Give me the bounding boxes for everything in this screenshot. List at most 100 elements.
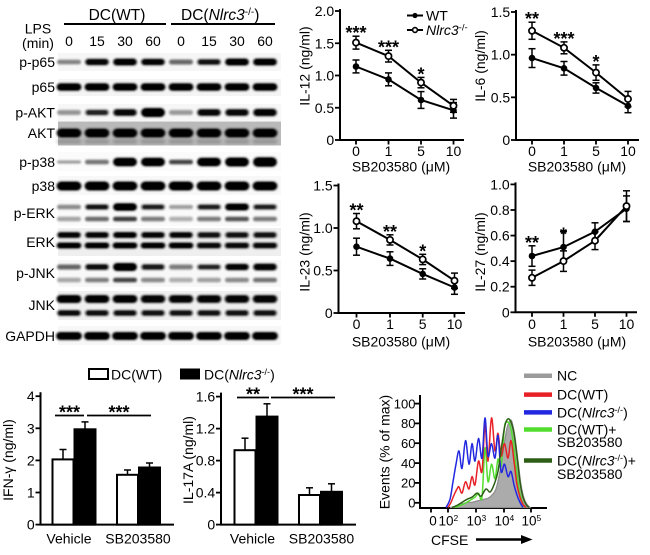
svg-text:5: 5 bbox=[419, 316, 427, 332]
svg-text:0.5: 0.5 bbox=[491, 89, 511, 105]
svg-text:0: 0 bbox=[326, 132, 334, 148]
svg-text:SB203580 (μM): SB203580 (μM) bbox=[528, 159, 626, 175]
svg-text:20: 20 bbox=[401, 476, 415, 491]
svg-text:*: * bbox=[417, 64, 424, 84]
svg-text:15: 15 bbox=[89, 33, 105, 49]
svg-text:0: 0 bbox=[408, 496, 415, 511]
svg-text:SB203580 (μM): SB203580 (μM) bbox=[352, 159, 450, 175]
svg-text:**: ** bbox=[349, 201, 363, 221]
svg-text:p-ERK: p-ERK bbox=[14, 205, 56, 221]
svg-text:p-p65: p-p65 bbox=[19, 54, 55, 70]
svg-text:**: ** bbox=[525, 233, 539, 253]
svg-text:LPS: LPS bbox=[25, 21, 51, 37]
svg-text:DC(Nlrc3-/-): DC(Nlrc3-/-) bbox=[557, 405, 628, 421]
svg-text:SB203580 (μM): SB203580 (μM) bbox=[352, 334, 450, 350]
svg-text:IL-23 (ng/ml): IL-23 (ng/ml) bbox=[297, 212, 313, 291]
svg-text:60: 60 bbox=[257, 33, 273, 49]
svg-text:***: *** bbox=[292, 385, 313, 405]
svg-text:**: ** bbox=[246, 385, 260, 405]
svg-text:0: 0 bbox=[528, 143, 536, 159]
svg-text:5: 5 bbox=[417, 143, 425, 159]
svg-text:SB203580: SB203580 bbox=[557, 466, 623, 482]
svg-text:DC(WT): DC(WT) bbox=[111, 367, 162, 383]
svg-text:2: 2 bbox=[27, 452, 35, 468]
svg-text:CFSE: CFSE bbox=[431, 532, 468, 548]
svg-text:DC(WT): DC(WT) bbox=[89, 7, 146, 24]
svg-text:0.5: 0.5 bbox=[315, 100, 335, 116]
svg-text:1.0: 1.0 bbox=[315, 68, 335, 84]
svg-text:SB203580 (μM): SB203580 (μM) bbox=[528, 334, 626, 350]
svg-text:IFN-γ (ng/ml): IFN-γ (ng/ml) bbox=[0, 419, 16, 501]
svg-text:*: * bbox=[592, 52, 599, 72]
svg-text:1: 1 bbox=[385, 143, 393, 159]
svg-text:30: 30 bbox=[229, 33, 245, 49]
svg-text:0: 0 bbox=[177, 33, 185, 49]
svg-text:0: 0 bbox=[325, 305, 333, 321]
svg-text:15: 15 bbox=[201, 33, 217, 49]
svg-text:1.2: 1.2 bbox=[196, 421, 216, 437]
svg-text:0: 0 bbox=[353, 316, 361, 332]
svg-text:4: 4 bbox=[27, 388, 35, 404]
svg-text:DC(Nlrc3-/-): DC(Nlrc3-/-) bbox=[204, 367, 275, 383]
svg-text:1.5: 1.5 bbox=[315, 35, 335, 51]
svg-text:0: 0 bbox=[352, 143, 360, 159]
svg-text:p-JNK: p-JNK bbox=[16, 265, 56, 281]
svg-text:p-p38: p-p38 bbox=[19, 154, 55, 170]
svg-text:***: *** bbox=[345, 23, 366, 43]
svg-text:p38: p38 bbox=[32, 178, 56, 194]
svg-text:1.5: 1.5 bbox=[491, 4, 511, 20]
svg-text:0.2: 0.2 bbox=[490, 279, 510, 295]
svg-text:ERK: ERK bbox=[26, 234, 55, 250]
svg-text:1: 1 bbox=[27, 485, 35, 501]
svg-text:0: 0 bbox=[528, 316, 536, 332]
svg-text:10: 10 bbox=[619, 316, 635, 332]
svg-text:***: *** bbox=[553, 29, 574, 49]
svg-text:GAPDH: GAPDH bbox=[5, 328, 55, 344]
svg-text:0.4: 0.4 bbox=[196, 485, 216, 501]
svg-text:AKT: AKT bbox=[28, 125, 56, 141]
svg-text:Nlrc3-/-: Nlrc3-/- bbox=[426, 22, 468, 38]
svg-text:80: 80 bbox=[401, 416, 415, 431]
svg-text:***: *** bbox=[378, 37, 399, 57]
svg-text:Vehicle: Vehicle bbox=[46, 531, 91, 547]
svg-text:WT: WT bbox=[426, 8, 448, 24]
svg-text:0: 0 bbox=[502, 132, 510, 148]
svg-text:DC(Nlrc3-/-): DC(Nlrc3-/-) bbox=[181, 7, 259, 24]
svg-text:103: 103 bbox=[467, 513, 487, 529]
svg-text:0.8: 0.8 bbox=[196, 453, 216, 469]
svg-text:0: 0 bbox=[27, 517, 35, 533]
svg-text:10: 10 bbox=[446, 143, 462, 159]
svg-text:10: 10 bbox=[620, 143, 636, 159]
svg-text:1.0: 1.0 bbox=[491, 47, 511, 63]
svg-text:IL-17A (ng/ml): IL-17A (ng/ml) bbox=[180, 416, 196, 504]
svg-text:Events (% of max): Events (% of max) bbox=[377, 395, 393, 509]
svg-text:40: 40 bbox=[401, 456, 415, 471]
svg-text:1.5: 1.5 bbox=[313, 178, 333, 194]
svg-text:1.6: 1.6 bbox=[196, 389, 216, 405]
svg-text:10: 10 bbox=[447, 316, 463, 332]
svg-text:DC(WT)+: DC(WT)+ bbox=[557, 422, 617, 438]
svg-text:1: 1 bbox=[560, 316, 568, 332]
svg-text:0: 0 bbox=[65, 33, 73, 49]
svg-text:1: 1 bbox=[386, 316, 394, 332]
svg-text:SB203580: SB203580 bbox=[557, 434, 623, 450]
svg-text:**: ** bbox=[383, 222, 397, 242]
svg-text:p-AKT: p-AKT bbox=[15, 105, 55, 121]
svg-text:1.0: 1.0 bbox=[490, 176, 510, 192]
svg-text:0: 0 bbox=[207, 517, 215, 533]
svg-text:100: 100 bbox=[394, 396, 416, 411]
svg-text:***: *** bbox=[59, 403, 80, 423]
svg-text:5: 5 bbox=[591, 316, 599, 332]
svg-text:105: 105 bbox=[522, 513, 542, 529]
svg-text:0: 0 bbox=[502, 304, 510, 320]
svg-text:IL-12 (ng/ml): IL-12 (ng/ml) bbox=[297, 26, 313, 105]
svg-text:1: 1 bbox=[560, 143, 568, 159]
svg-text:SB203580: SB203580 bbox=[105, 531, 171, 547]
svg-text:5: 5 bbox=[592, 143, 600, 159]
svg-text:0.5: 0.5 bbox=[313, 263, 333, 279]
svg-text:(min): (min) bbox=[22, 35, 54, 51]
svg-text:**: ** bbox=[525, 9, 539, 29]
svg-text:0.4: 0.4 bbox=[490, 253, 510, 269]
svg-text:JNK: JNK bbox=[29, 297, 56, 313]
svg-text:3: 3 bbox=[27, 420, 35, 436]
